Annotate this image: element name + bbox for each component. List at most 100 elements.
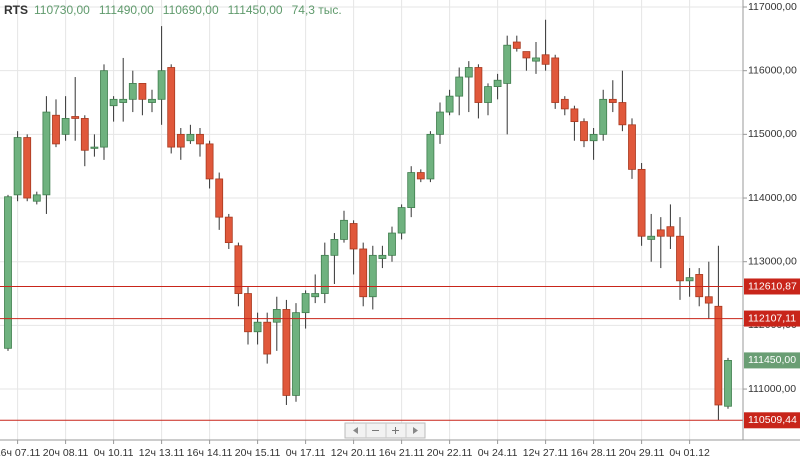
header-value: 111450,00 bbox=[228, 3, 283, 17]
candle-body bbox=[503, 44, 512, 84]
candle-body bbox=[551, 57, 560, 103]
scroll-control[interactable] bbox=[344, 422, 426, 439]
candle-body bbox=[272, 309, 281, 323]
candle-body bbox=[80, 118, 89, 151]
x-tick-label: 16ч 28.11 bbox=[571, 447, 617, 459]
candle-body bbox=[532, 57, 540, 62]
candle-body bbox=[628, 124, 636, 170]
candle-body bbox=[119, 98, 128, 103]
x-tick-label: 20ч 08.11 bbox=[43, 447, 89, 459]
candle-body bbox=[253, 321, 262, 333]
candle-body bbox=[23, 137, 32, 199]
candle-body bbox=[148, 98, 156, 103]
header-value: 110730,00 bbox=[34, 3, 90, 17]
x-tick-label: 0ч 17.11 bbox=[286, 447, 326, 459]
candle-body bbox=[599, 98, 608, 135]
candle-body bbox=[608, 98, 617, 103]
candle-body bbox=[330, 239, 339, 256]
candle-body bbox=[474, 67, 483, 103]
candle-body bbox=[186, 133, 195, 142]
last-price-label: 111450,00 bbox=[748, 354, 796, 366]
candle-body bbox=[512, 41, 521, 49]
candle-body bbox=[167, 67, 176, 148]
candle-body bbox=[224, 216, 233, 244]
candle-body bbox=[42, 111, 51, 196]
candle-body bbox=[13, 137, 22, 196]
x-tick-label: 0ч 10.11 bbox=[94, 447, 134, 459]
candle-body bbox=[301, 293, 310, 314]
candle-body bbox=[244, 293, 252, 333]
candle-body bbox=[522, 51, 531, 59]
candle-body bbox=[445, 95, 454, 113]
candle-body bbox=[292, 312, 300, 396]
candle-body bbox=[388, 232, 396, 256]
candle-body bbox=[52, 114, 60, 145]
scroll-right[interactable] bbox=[413, 427, 418, 434]
candle-body bbox=[359, 248, 368, 298]
header-value: 111490,00 bbox=[99, 3, 154, 17]
level-badge bbox=[744, 278, 800, 295]
candle-body bbox=[311, 293, 320, 298]
candle-body bbox=[676, 235, 684, 282]
y-tick-label: 114000,00 bbox=[748, 192, 797, 204]
header-values: 110730,00 111490,00 110690,00 111450,00 74,3… bbox=[34, 3, 342, 17]
candle-body bbox=[637, 168, 646, 237]
x-tick-label: 0ч 01.12 bbox=[669, 447, 710, 459]
candle-body bbox=[157, 70, 166, 100]
candle-body bbox=[685, 277, 694, 282]
zoom-in[interactable] bbox=[392, 427, 399, 434]
x-tick-label: 16ч 07.11 bbox=[0, 447, 41, 459]
level-label: 110509,44 bbox=[748, 414, 797, 426]
y-tick-label: 113000,00 bbox=[748, 255, 797, 267]
candle-body bbox=[320, 254, 329, 294]
candle-body bbox=[589, 133, 598, 142]
x-tick-label: 12ч 27.11 bbox=[523, 447, 569, 459]
candle-body bbox=[176, 133, 185, 148]
y-tick-label: 111000,00 bbox=[748, 383, 796, 395]
candle-body bbox=[100, 70, 108, 148]
x-tick-label: 16ч 21.11 bbox=[379, 447, 425, 459]
candle-body bbox=[32, 194, 41, 202]
candle-body bbox=[570, 108, 579, 123]
candle-body bbox=[71, 116, 80, 119]
candle-body bbox=[541, 54, 550, 65]
overlays: 112610,87 112107,11 110509,44 111450,00 bbox=[0, 278, 800, 429]
y-tick-label: 116000,00 bbox=[748, 64, 797, 76]
level-label: 112107,11 bbox=[748, 312, 796, 324]
candle-body bbox=[493, 79, 502, 87]
level-badge bbox=[744, 310, 800, 327]
scroll-left[interactable] bbox=[353, 427, 358, 434]
candle-body bbox=[368, 254, 377, 298]
x-tick-label: 12ч 13.11 bbox=[139, 447, 185, 459]
candles bbox=[4, 19, 732, 421]
candle-body bbox=[560, 98, 569, 110]
candle-body bbox=[205, 143, 214, 180]
candle-body bbox=[340, 219, 348, 240]
x-tick-label: 20ч 15.11 bbox=[235, 447, 281, 459]
y-tick-label: 115000,00 bbox=[748, 128, 797, 140]
header-value: 74,3 тыс. bbox=[292, 3, 342, 17]
candle-body bbox=[704, 296, 713, 304]
candle-body bbox=[349, 223, 358, 250]
candle-body bbox=[580, 121, 588, 142]
candle-body bbox=[215, 178, 224, 218]
candle-body bbox=[263, 321, 272, 355]
candle-body bbox=[61, 118, 70, 135]
candle-body bbox=[656, 229, 665, 237]
candle-body bbox=[234, 245, 243, 294]
candle-body bbox=[90, 146, 99, 149]
candle-body bbox=[397, 207, 406, 234]
x-tick-label: 16ч 14.11 bbox=[187, 447, 233, 459]
candle-body bbox=[436, 111, 444, 135]
y-tick-label: 117000,00 bbox=[748, 1, 797, 13]
level-label: 112610,87 bbox=[748, 280, 797, 292]
header-value: 110690,00 bbox=[163, 3, 219, 17]
x-tick-label: 0ч 24.11 bbox=[478, 447, 518, 459]
candle-body bbox=[618, 102, 627, 126]
candle-body bbox=[714, 305, 723, 406]
candle-body bbox=[455, 76, 464, 97]
candle-body bbox=[426, 133, 435, 180]
candle-body bbox=[282, 309, 291, 396]
candle-body bbox=[724, 360, 732, 407]
